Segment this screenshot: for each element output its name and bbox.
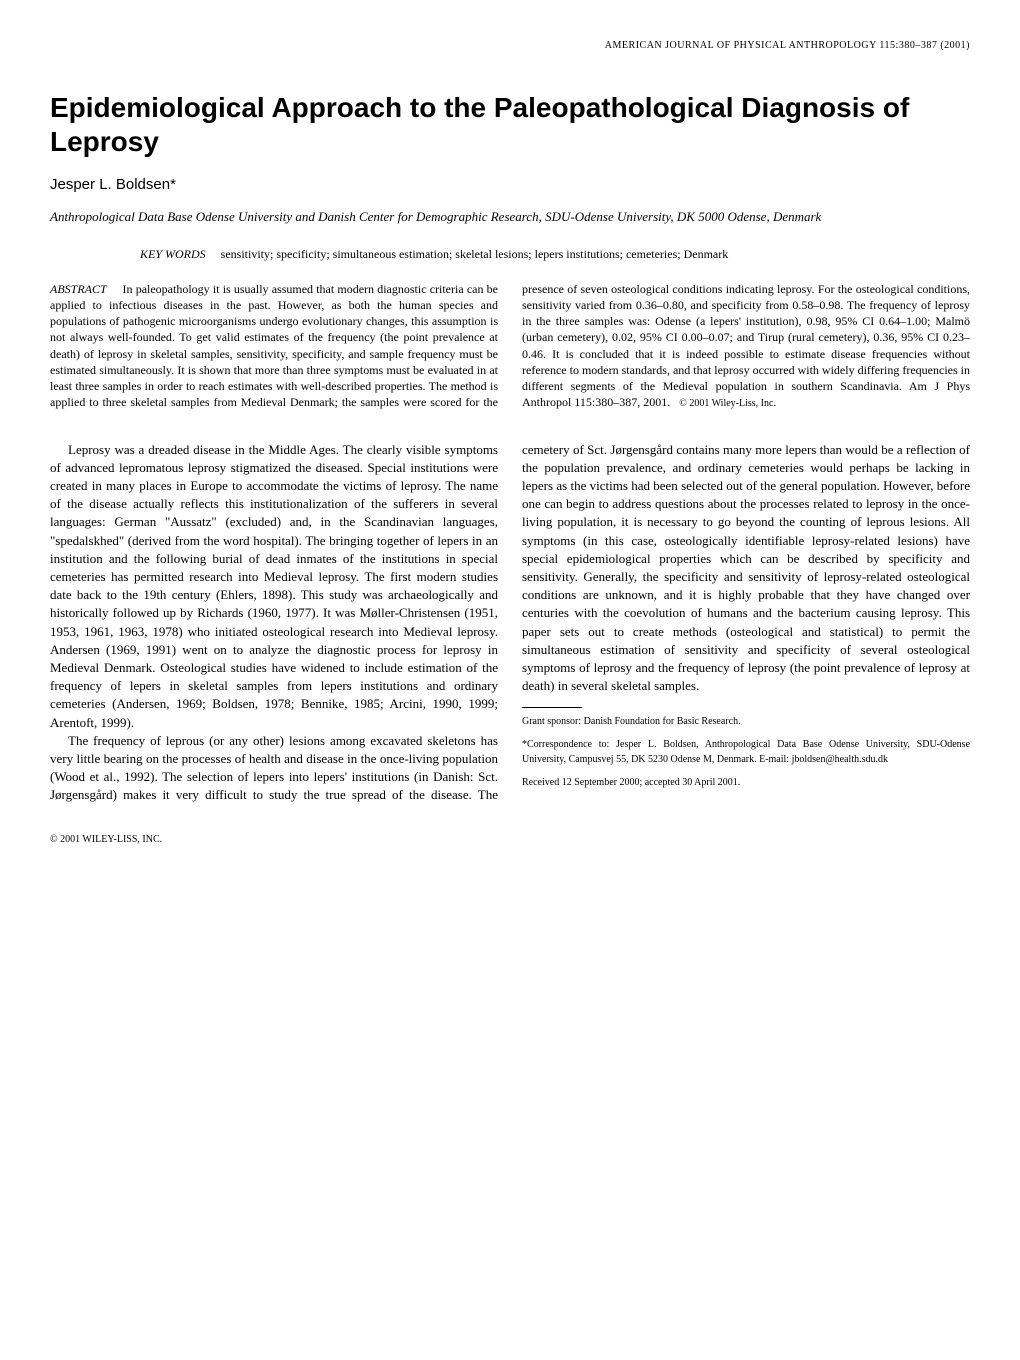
footnote-correspondence: *Correspondence to: Jesper L. Boldsen, A… [522,737,970,767]
author-name: Jesper L. Boldsen* [50,176,970,193]
body-paragraph-1: Leprosy was a dreaded disease in the Mid… [50,441,498,732]
body-text: Leprosy was a dreaded disease in the Mid… [50,441,970,805]
abstract-block: ABSTRACT In paleopathology it is usually… [50,281,970,411]
keywords-label: KEY WORDS [140,247,206,261]
abstract-label: ABSTRACT [50,282,107,296]
page-footer-copyright: © 2001 WILEY-LISS, INC. [50,834,970,845]
keywords-block: KEY WORDS sensitivity; specificity; simu… [140,246,840,263]
footnote-rule [522,707,582,708]
footnotes-block: Grant sponsor: Danish Foundation for Bas… [522,707,970,790]
author-affiliation: Anthropological Data Base Odense Univers… [50,209,970,226]
journal-header: AMERICAN JOURNAL OF PHYSICAL ANTHROPOLOG… [50,40,970,51]
footnote-grant: Grant sponsor: Danish Foundation for Bas… [522,714,970,729]
footnote-received: Received 12 September 2000; accepted 30 … [522,775,970,790]
abstract-copyright: © 2001 Wiley-Liss, Inc. [679,398,776,409]
article-title: Epidemiological Approach to the Paleopat… [50,91,970,158]
abstract-text: In paleopathology it is usually assumed … [50,282,970,409]
keywords-text: sensitivity; specificity; simultaneous e… [221,247,729,261]
